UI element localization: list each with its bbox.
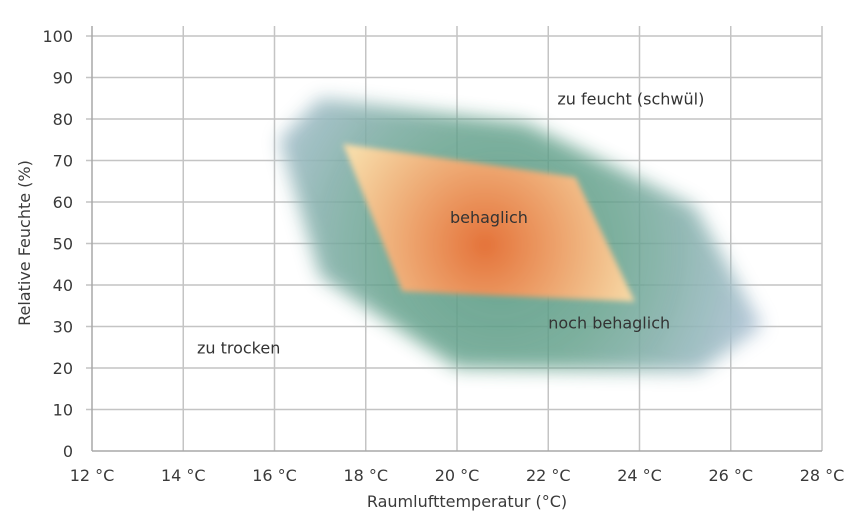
y-tick-label: 100 [42, 27, 73, 46]
y-tick-label: 40 [53, 276, 73, 295]
x-tick-label: 26 °C [708, 466, 753, 485]
y-tick-label: 90 [53, 69, 73, 88]
x-tick-labels: 12 °C 14 °C 16 °C 18 °C 20 °C 22 °C 24 °C 26 °C… [70, 466, 845, 485]
region-label: noch behaglich [548, 314, 670, 333]
y-tick-label: 30 [53, 318, 73, 337]
x-tick-label: 28 °C [800, 466, 845, 485]
y-tick-label: 80 [53, 110, 73, 129]
region-behaglich [342, 143, 635, 302]
x-tick-label: 22 °C [526, 466, 571, 485]
zone-labels: noch behaglich behaglich zu feucht (schwül… [197, 89, 704, 357]
y-tick-labels: 0 10 20 30 40 50 60 70 80 90 100 [42, 27, 73, 461]
x-tick-label: 20 °C [435, 466, 480, 485]
x-tick-label: 16 °C [252, 466, 297, 485]
y-tick-label: 50 [53, 235, 73, 254]
y-tick-label: 60 [53, 193, 73, 212]
y-tick-label: 0 [63, 442, 73, 461]
x-axis-label: Raumlufttemperatur (°C) [367, 492, 567, 511]
x-tick-label: 24 °C [617, 466, 662, 485]
y-tick-label: 70 [53, 152, 73, 171]
region-label: behaglich [450, 208, 528, 227]
annotation-label: zu trocken [197, 338, 280, 357]
axes [91, 26, 822, 452]
x-tick-label: 18 °C [343, 466, 388, 485]
y-tick-label: 10 [53, 401, 73, 420]
y-tick-label: 20 [53, 359, 73, 378]
y-axis-label: Relative Feuchte (%) [15, 160, 34, 326]
x-tick-label: 14 °C [161, 466, 206, 485]
x-tick-label: 12 °C [70, 466, 115, 485]
comfort-regions [279, 98, 763, 373]
annotation-label: zu feucht (schwül) [557, 89, 704, 108]
